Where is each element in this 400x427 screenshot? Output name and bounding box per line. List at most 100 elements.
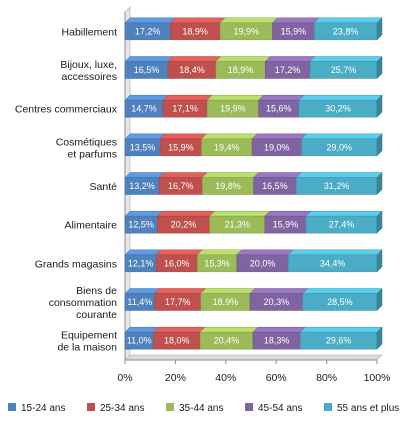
bar-side-face: [376, 287, 383, 312]
bars-layer: 17,2% 18,9% 19,9% 15,9% 23,8% 16,5% 18,4% 18,9%…: [124, 17, 383, 350]
bar-top-face: [305, 210, 383, 217]
legend-item: 15-24 ans: [8, 403, 65, 414]
bar-top-face: [200, 288, 256, 294]
bar-top-face: [300, 133, 383, 140]
bar-top-face: [236, 249, 294, 256]
bar-top-face: [264, 56, 316, 62]
bar-top-face: [159, 133, 208, 140]
data-label: 28,5%: [327, 297, 353, 307]
bar-segment: 20,3%: [249, 288, 309, 311]
x-tick-label: 100%: [364, 372, 391, 384]
bar-top-face: [124, 56, 174, 62]
bar-segment: 19,9%: [206, 94, 265, 118]
bar-segment: 15,9%: [271, 17, 320, 41]
bar-top-face: [156, 210, 216, 217]
bar-segment: 17,2%: [264, 56, 316, 79]
bar-segment: 16,0%: [155, 249, 204, 273]
bar-segment: 25,7%: [309, 55, 383, 80]
category-labels: Habillement Bijoux, luxe, accessoires Centr…: [15, 26, 118, 353]
bar-segment: 18,9%: [200, 288, 256, 311]
data-label: 19,8%: [215, 181, 241, 191]
bar-top-face: [199, 326, 259, 333]
data-label: 14,7%: [131, 104, 157, 114]
category-label: Santé: [90, 181, 118, 193]
legend-label: 35-44 ans: [179, 403, 223, 414]
bar-segment: 13,2%: [124, 172, 165, 195]
bar-top-face: [155, 249, 204, 256]
bar-segment: 17,7%: [154, 288, 207, 311]
legend-swatch: [166, 403, 174, 411]
legend-label: 15-24 ans: [21, 403, 65, 414]
data-label: 19,9%: [233, 26, 259, 36]
bar-segment: 19,8%: [201, 172, 260, 195]
category-label-line: Santé: [90, 181, 118, 193]
bar-segment: 28,5%: [302, 287, 383, 312]
bar-top-face: [252, 172, 302, 178]
category-label: Bijoux, luxe, accessoires: [60, 59, 117, 83]
bar-segment: 16,5%: [252, 172, 302, 195]
category-label: Biens de consommation courante: [49, 285, 117, 321]
bar-segment: 29,0%: [300, 133, 383, 157]
legend-swatch: [8, 403, 16, 411]
data-label: 18,9%: [228, 65, 254, 75]
data-label: 31,2%: [324, 181, 350, 191]
bar-segment: 18,9%: [169, 17, 226, 41]
data-label: 16,7%: [168, 181, 194, 191]
legend-label: 45-54 ans: [258, 403, 302, 414]
x-tick-label: 20%: [165, 372, 186, 384]
category-label-line: de la maison: [57, 342, 117, 354]
bar-side-face: [376, 94, 383, 118]
bar-side-face: [376, 17, 383, 41]
bar-top-face: [200, 133, 258, 140]
bar-segment: 23,8%: [313, 17, 383, 41]
data-label: 27,4%: [329, 220, 355, 230]
bar-segment: 21,3%: [209, 210, 271, 234]
data-label: 19,9%: [220, 104, 246, 114]
bar-segment: 18,9%: [215, 56, 271, 79]
bar-segment: 14,7%: [124, 94, 169, 118]
legend: 15-24 ans 25-34 ans 35-44 ans 45-54 ans 55 a…: [8, 403, 399, 414]
bar-segment: 15,3%: [196, 249, 243, 273]
bar-top-face: [287, 249, 383, 256]
data-label: 18,4%: [179, 65, 205, 75]
data-label: 15,6%: [266, 104, 292, 114]
bar-segment: 30,2%: [298, 94, 383, 118]
bar-top-face: [219, 17, 279, 24]
data-label: 11,0%: [127, 336, 152, 346]
bar-side-face: [376, 326, 383, 350]
bar-top-face: [313, 17, 383, 24]
bar-top-face: [299, 326, 383, 333]
bar-segment: 18,0%: [152, 326, 206, 350]
bar-side-face: [376, 210, 383, 234]
category-label-line: consommation: [49, 297, 117, 309]
bar-segment: 12,1%: [124, 249, 162, 273]
data-label: 20,4%: [214, 336, 240, 346]
data-label: 11,4%: [127, 297, 152, 307]
x-tick-label: 60%: [266, 372, 287, 384]
bar-top-face: [152, 326, 206, 333]
bar-segment: 19,9%: [219, 17, 279, 41]
data-label: 12,1%: [128, 258, 154, 268]
category-label: Centres commerciaux: [15, 104, 118, 116]
data-label: 13,5%: [130, 142, 156, 152]
data-label: 16,0%: [164, 258, 190, 268]
bar-segment: 13,5%: [124, 133, 166, 157]
bar-top-face: [215, 56, 271, 62]
legend-item: 55 ans et plus: [324, 403, 399, 414]
plot-floor: [124, 354, 383, 361]
bar-segment: 17,2%: [124, 17, 176, 41]
x-tick-label: 40%: [215, 372, 236, 384]
data-label: 12,5%: [128, 220, 154, 230]
bar-top-face: [206, 94, 265, 101]
bar-segment: 15,9%: [159, 133, 208, 157]
data-label: 16,5%: [262, 181, 288, 191]
data-label: 25,7%: [331, 65, 357, 75]
bar-side-face: [376, 55, 383, 80]
data-label: 17,2%: [135, 26, 161, 36]
bar-top-face: [295, 172, 383, 178]
data-label: 15,9%: [273, 220, 299, 230]
bar-top-face: [162, 94, 213, 101]
data-label: 19,0%: [264, 142, 290, 152]
